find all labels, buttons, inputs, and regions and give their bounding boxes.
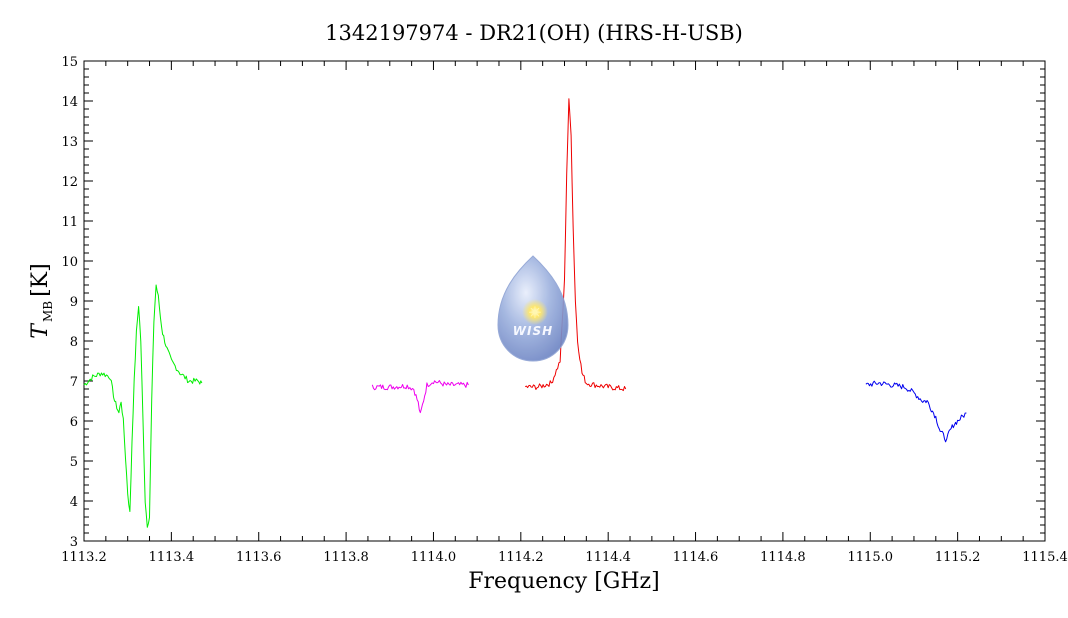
x-tick-label: 1115.0 (848, 550, 894, 565)
wish-logo-text: WISH (513, 324, 553, 338)
y-tick-label: 10 (61, 255, 78, 270)
y-tick-label: 11 (61, 215, 78, 230)
y-tick-label: 12 (61, 175, 78, 190)
chart-title: 1342197974 - DR21(OH) (HRS-H-USB) (325, 21, 743, 45)
x-tick-label: 1115.4 (1022, 550, 1068, 565)
series-line-2 (371, 380, 469, 414)
axis-ticks (83, 60, 1046, 542)
wish-logo-star-icon: ✳ (528, 303, 541, 322)
y-tick-label: 3 (70, 535, 78, 550)
y-tick-label: 15 (61, 55, 78, 70)
series-line-4 (865, 380, 967, 443)
y-axis-title-unit: [K] (28, 263, 53, 297)
x-tick-label: 1113.8 (323, 550, 369, 565)
x-tick-label: 1114.8 (760, 550, 806, 565)
series-line-3 (524, 98, 627, 392)
x-tick-label: 1114.0 (411, 550, 457, 565)
y-tick-label: 14 (61, 95, 78, 110)
wish-logo-star-glow (522, 299, 548, 325)
series-line-1 (83, 284, 203, 528)
series-group (83, 98, 967, 528)
y-tick-label: 5 (70, 455, 78, 470)
y-tick-label: 8 (70, 335, 78, 350)
y-axis-title-subscript: MB (41, 301, 55, 322)
x-tick-label: 1113.6 (236, 550, 282, 565)
svg-text:TMB[K]: TMB [K] (28, 263, 55, 338)
x-tick-label: 1113.2 (61, 550, 107, 565)
x-tick-label: 1115.2 (935, 550, 981, 565)
y-axis-tick-labels: 3 4 5 6 7 8 9 10 11 12 13 14 15 (61, 55, 78, 550)
y-tick-label: 13 (61, 135, 78, 150)
y-tick-label: 7 (70, 375, 78, 390)
x-tick-label: 1114.6 (673, 550, 719, 565)
y-axis-title: TMB [K] (28, 263, 55, 338)
wish-logo: ✳ WISH (497, 255, 569, 362)
x-axis-tick-labels: 1113.2 1113.4 1113.6 1113.8 1114.0 1114.2 1114… (61, 550, 1068, 565)
y-tick-label: 4 (70, 495, 78, 510)
y-tick-label: 9 (70, 295, 78, 310)
y-tick-label: 6 (70, 415, 78, 430)
x-axis-title: Frequency [GHz] (468, 569, 660, 594)
x-tick-label: 1113.4 (149, 550, 195, 565)
y-axis-title-symbol: T (28, 322, 53, 339)
x-tick-label: 1114.4 (585, 550, 631, 565)
x-tick-label: 1114.2 (498, 550, 544, 565)
